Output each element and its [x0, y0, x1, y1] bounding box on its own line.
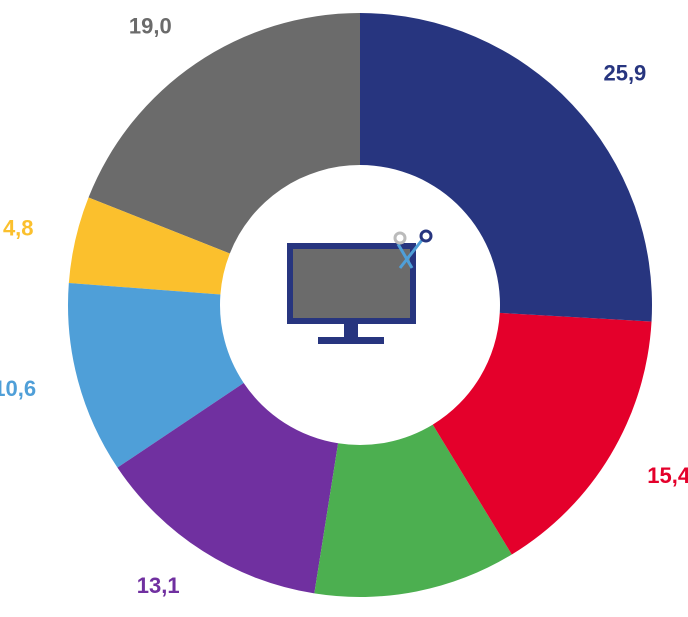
donut-slice [117, 382, 339, 594]
data-label: 15,4 [647, 463, 688, 488]
donut-slice [88, 12, 361, 254]
donut-slice [67, 283, 244, 468]
data-label: 4,8 [3, 216, 34, 241]
data-label: 25,9 [603, 61, 646, 86]
donut-slice [68, 197, 230, 295]
data-label: 13,1 [137, 573, 180, 598]
donut-slice [314, 424, 512, 597]
data-label: 10,6 [0, 376, 36, 401]
donut-slice [432, 312, 652, 555]
donut-slice [360, 13, 652, 322]
data-label: 19,0 [129, 14, 172, 39]
center-icon [287, 229, 433, 344]
